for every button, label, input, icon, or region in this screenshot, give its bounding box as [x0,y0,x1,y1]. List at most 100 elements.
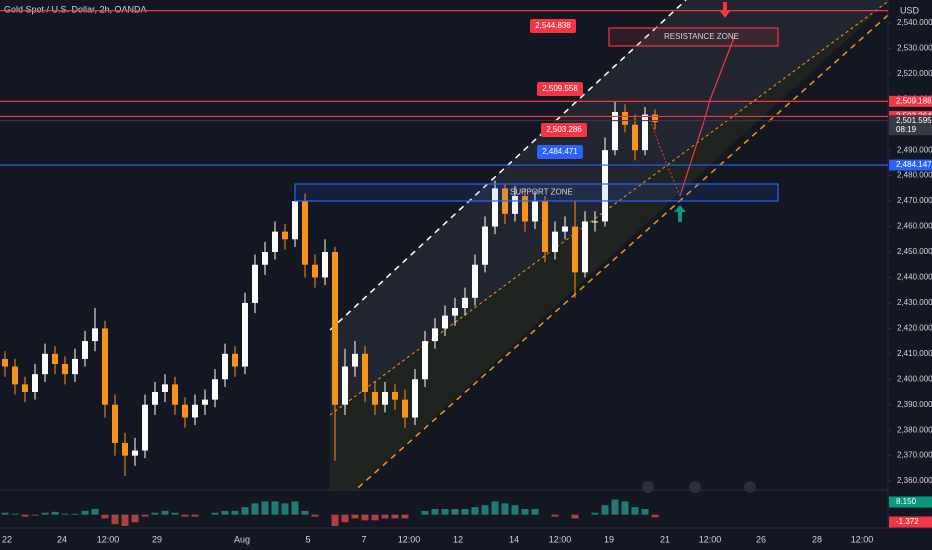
indicator-bar [291,501,299,515]
candle-body [242,302,248,367]
up-arrow [674,205,686,222]
y-tick-label: 2,530.000 [897,43,932,52]
x-tick-label: 28 [812,534,822,544]
candle-body [482,226,488,265]
indicator-bar [71,513,79,515]
x-tick-label: 12:00 [398,534,421,544]
indicator-bar [381,514,389,519]
zone [608,27,779,47]
y-tick-label: 2,490.000 [897,145,932,154]
indicator-bar [81,510,89,515]
y-tick-label: 2,540.000 [897,18,932,27]
annotation: 2,484.471 [542,147,578,156]
indicator-bar [551,514,559,517]
y-tick-label: 2,460.000 [897,222,932,231]
x-tick-label: 24 [57,534,67,544]
y-tick-label: 2,480.000 [897,171,932,180]
indicator-bar [101,514,109,519]
candle-body [492,188,498,227]
x-tick-label: 26 [756,534,766,544]
indicator-bar [111,514,119,525]
candle-body [562,226,568,232]
y-tick-label: 2,450.000 [897,247,932,256]
candle-body [12,366,18,385]
indicator-bar [171,512,179,515]
candle-body [632,124,638,151]
candle-body [532,201,538,222]
zone [294,183,779,202]
candle-body [22,384,28,392]
candle-body [602,150,608,222]
indicator-bar [481,505,489,515]
candle-body [572,226,578,273]
candle-body [472,264,478,298]
candle-body [442,315,448,329]
candle-body [102,328,108,405]
indicator-bar [61,513,69,515]
indicator-bar [41,512,49,515]
x-tick-label: Aug [234,534,250,544]
indicator-bar [241,507,249,515]
y-tick-label: 2,370.000 [897,451,932,460]
projection [679,34,736,197]
price-label-bg [889,95,932,107]
x-tick-label: 7 [361,534,366,544]
indicator-bar [141,514,149,517]
indicator-bar [281,503,289,515]
indicator-bar [21,514,29,517]
candle-body [382,392,388,405]
indicator-bar [441,509,449,515]
indicator-bar [341,514,349,523]
candle-body [542,201,548,252]
indicator-bar [401,514,409,519]
candle-body [162,384,168,392]
indicator-label: -1.372 [896,517,919,526]
candle-body [292,201,298,240]
channel-fill-upper [330,0,888,415]
indicator-bar [261,501,269,515]
candle-body [152,392,158,405]
indicator-bar [591,512,599,515]
price-axis [888,0,932,550]
candle-body [512,196,518,214]
y-tick-label: 2,430.000 [897,298,932,307]
price-label-bg [889,159,932,171]
candle-body [232,353,238,367]
candle-body [52,353,58,364]
zone-label: RESISTANCE ZONE [664,32,739,41]
event-icon[interactable] [744,481,756,493]
indicator-bar [531,509,539,515]
candle-body [82,341,88,359]
indicator-bar [431,509,439,515]
candle-body [62,364,68,375]
indicator-bar [571,514,579,519]
indicator-bar [161,510,169,515]
candle-body [582,221,588,273]
candle-body [592,221,598,223]
indicator-bar [641,509,649,515]
indicator-bar [451,509,459,515]
indicator-bar [331,514,339,526]
price-label-bg [889,115,932,136]
indicator-bar [221,510,229,515]
x-tick-label: 29 [152,534,162,544]
candle-body [402,399,408,418]
indicator-bar [301,510,309,515]
indicator-bar [231,510,239,515]
indicator-bar [471,507,479,515]
indicator-bar [211,512,219,515]
annotation-bg [537,145,583,159]
x-tick-label: 12:00 [549,534,572,544]
candle-body [192,404,198,418]
price-label: 2,509.188 [896,96,932,105]
candles [2,101,658,476]
candle-body [392,392,398,400]
y-tick-label: 2,390.000 [897,400,932,409]
candle-body [72,358,78,375]
candle-body [282,231,288,240]
event-icon[interactable] [689,481,701,493]
candle-body [32,374,38,392]
event-icon[interactable] [642,481,654,493]
candle-body [312,264,318,278]
candle-body [262,252,268,265]
